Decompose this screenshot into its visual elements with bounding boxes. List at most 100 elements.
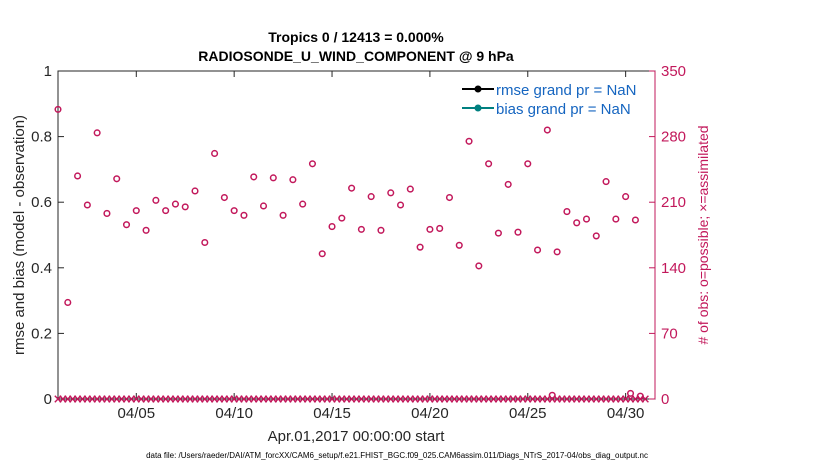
x-tick-label: 04/25: [509, 405, 547, 422]
possible-point: [348, 184, 356, 192]
possible-point: [142, 226, 150, 234]
left-tick-label: 0.4: [31, 260, 52, 277]
possible-point: [406, 185, 414, 193]
possible-point: [64, 298, 72, 307]
left-axis-ticks: 0 0.2 0.4 0.6 0.8 1: [31, 63, 64, 408]
possible-point: [602, 178, 610, 186]
possible-point: [299, 200, 307, 208]
possible-point: [181, 203, 189, 211]
possible-point: [191, 187, 199, 195]
right-tick-label: 0: [661, 391, 669, 408]
possible-point: [279, 211, 287, 219]
possible-point: [475, 262, 483, 270]
possible-point: [54, 105, 62, 113]
possible-point: [494, 229, 502, 237]
possible-point: [318, 250, 326, 258]
x-tick-label: 04/05: [118, 405, 156, 422]
possible-point: [563, 208, 571, 216]
possible-point: [504, 180, 512, 188]
possible-point: [636, 392, 644, 400]
possible-point: [377, 226, 385, 234]
legend-marker-rmse: [474, 85, 482, 93]
x-tick-label: 04/30: [607, 405, 645, 422]
legend-marker-bias: [474, 104, 482, 112]
possible-point: [485, 160, 493, 168]
legend-label-rmse: rmse grand pr = NaN: [496, 82, 636, 99]
possible-point: [573, 219, 581, 227]
possible-point: [220, 193, 228, 202]
legend: rmse grand pr = NaN bias grand pr = NaN: [458, 77, 650, 119]
possible-point: [211, 149, 219, 158]
possible-point: [269, 174, 277, 182]
possible-point: [553, 248, 561, 256]
possible-point: [514, 228, 522, 236]
left-tick-label: 0.8: [31, 129, 52, 146]
right-tick-label: 210: [661, 194, 686, 211]
possible-point: [308, 160, 317, 168]
possible-point: [426, 225, 434, 233]
possible-point: [171, 200, 179, 208]
possible-point: [201, 238, 209, 247]
possible-point: [631, 216, 639, 224]
chart-title-line1: Tropics 0 / 12413 = 0.000%: [268, 29, 444, 45]
legend-label-bias: bias grand pr = NaN: [496, 101, 631, 118]
x-tick-label: 04/20: [411, 405, 449, 422]
possible-point: [626, 389, 635, 397]
data-file-footnote: data file: /Users/raeder/DAI/ATM_forcXX/…: [146, 451, 648, 460]
possible-point: [436, 224, 444, 232]
right-tick-label: 70: [661, 325, 678, 342]
left-tick-label: 0.2: [31, 325, 52, 342]
possible-point: [367, 193, 375, 201]
possible-point: [259, 202, 268, 210]
right-tick-label: 280: [661, 129, 686, 146]
possible-point: [548, 391, 556, 399]
possible-point: [132, 207, 140, 215]
possible-point: [582, 215, 591, 223]
y-axis-label-left: rmse and bias (model - observation): [11, 115, 28, 355]
possible-point: [240, 211, 248, 219]
possible-point: [152, 196, 160, 204]
possible-point: [543, 126, 551, 134]
possible-point: [387, 189, 395, 197]
possible-point: [445, 193, 454, 202]
possible-point: [357, 225, 365, 233]
possible-point: [524, 160, 532, 168]
right-tick-label: 350: [661, 63, 686, 80]
chart-title-line2: RADIOSONDE_U_WIND_COMPONENT @ 9 hPa: [198, 48, 514, 64]
possible-point: [416, 243, 424, 251]
possible-point: [113, 175, 121, 183]
possible-point: [622, 193, 630, 201]
possible-point: [338, 214, 346, 222]
possible-point: [592, 232, 600, 240]
possible-point: [328, 223, 336, 231]
x-tick-label: 04/15: [313, 405, 351, 422]
possible-point: [534, 246, 542, 254]
possible-series: [54, 105, 644, 400]
possible-point: [289, 176, 297, 184]
left-tick-label: 0.6: [31, 194, 52, 211]
possible-point: [465, 137, 473, 145]
x-axis-ticks: 04/05 04/10 04/15 04/20 04/25 04/30: [118, 71, 645, 422]
x-axis-label: Apr.01,2017 00:00:00 start: [268, 428, 446, 445]
y-axis-label-right: # of obs: o=possible; ×=assimilated: [695, 125, 711, 344]
possible-point: [162, 207, 170, 215]
possible-point: [103, 209, 111, 217]
right-axis-ticks: 0 70 140 210 280 350: [649, 63, 686, 408]
left-tick-label: 0: [44, 391, 52, 408]
possible-point: [74, 172, 82, 180]
possible-point: [455, 241, 463, 249]
left-tick-label: 1: [44, 63, 52, 80]
possible-point: [93, 129, 101, 137]
plot-area: [57, 70, 656, 400]
assimilated-series: [54, 395, 649, 403]
right-tick-label: 140: [661, 260, 686, 277]
possible-point: [230, 207, 238, 215]
x-tick-label: 04/10: [215, 405, 253, 422]
possible-point: [122, 221, 131, 229]
legend-box: [458, 77, 650, 119]
possible-point: [83, 201, 91, 209]
possible-point: [612, 215, 620, 223]
possible-point: [396, 201, 405, 209]
